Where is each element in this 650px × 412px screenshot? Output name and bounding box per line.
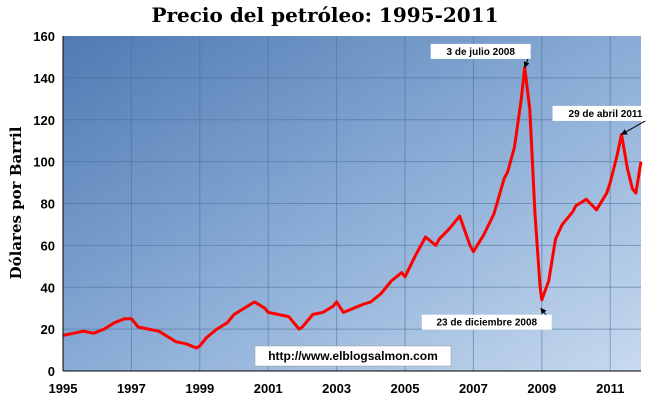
x-tick-label: 1995 (49, 381, 78, 396)
annotation-arrow (620, 117, 650, 135)
x-tick-label: 2003 (322, 381, 351, 396)
x-tick-label: 2005 (391, 381, 420, 396)
annotation-label: 23 de diciembre 2008 (436, 318, 537, 329)
annotation-box (430, 43, 531, 59)
y-tick-label: 80 (41, 197, 55, 212)
y-tick-label: 100 (33, 155, 55, 170)
y-tick-label: 160 (33, 29, 55, 44)
watermark-box (254, 345, 452, 367)
y-tick-label: 140 (33, 71, 55, 86)
y-tick-label: 0 (48, 364, 55, 379)
x-tick-labels: 1995 1997 1999 2001 2003 2005 2007 2009 2011 (49, 381, 625, 396)
y-tick-label: 60 (41, 238, 55, 253)
y-tick-label: 40 (41, 280, 55, 295)
watermark-link[interactable]: http://www.elblogsalmon.com (268, 349, 438, 363)
x-tick-label: 2007 (459, 381, 488, 396)
x-tick-label: 2011 (596, 381, 624, 396)
y-tick-label: 20 (41, 322, 55, 337)
y-tick-label: 120 (33, 113, 55, 128)
grid (63, 36, 641, 371)
annotation-box (421, 314, 552, 330)
x-tick-label: 2009 (527, 381, 556, 396)
y-axis-label: Dólares por Barril (7, 126, 25, 279)
x-tick-label: 1997 (117, 381, 146, 396)
annotation-label: 3 de julio 2008 (447, 47, 516, 58)
annotation-box (552, 105, 650, 121)
chart-title: Precio del petróleo: 1995-2011 (151, 3, 498, 27)
y-tick-labels: 0 20 40 60 80 100 120 140 160 (33, 29, 55, 379)
series-line-oil-price (62, 65, 643, 350)
annotations: 3 de julio 2008 29 de abril 2011 23 de dic… (421, 43, 650, 330)
annotation-label: 29 de abril 2011 (569, 109, 643, 120)
x-tick-label: 1999 (185, 381, 214, 396)
x-tick-label: 2001 (254, 381, 283, 396)
